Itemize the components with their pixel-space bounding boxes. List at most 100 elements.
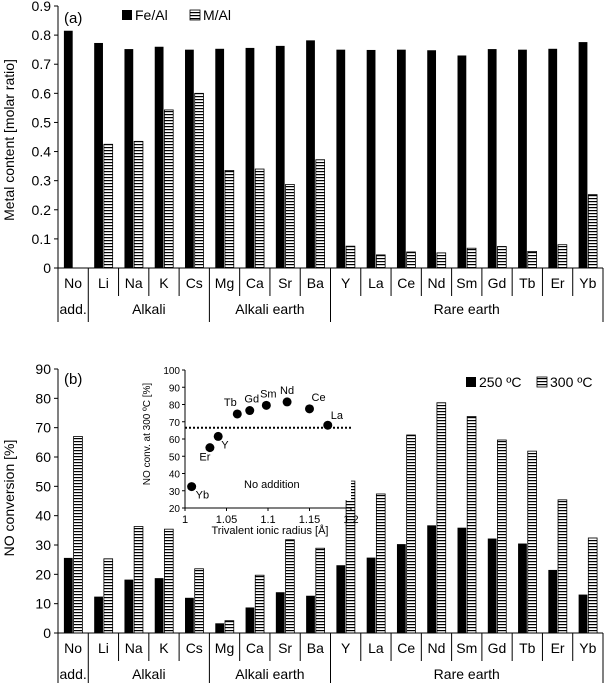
inset-x-tick-label: 1.1 [260, 514, 275, 526]
panel-a-bar-fe-al-yb [578, 42, 588, 268]
inset-y-tick-label: 100 [163, 366, 180, 377]
legend-250c-label: 250 ºC [479, 374, 521, 390]
panel-b-bar-250-c-ce [396, 544, 406, 633]
panel-a-y-tick-label: 0.4 [32, 144, 52, 160]
inset-point-label-yb: Yb [196, 490, 209, 502]
panel-b-category-label-cs: Cs [186, 640, 203, 656]
panel-a-bar-fe-al-y [336, 49, 346, 268]
panel-b-bar-250-c-er [548, 569, 558, 633]
panel-a-bar-m-al-k [164, 109, 174, 269]
panel-a-bar-m-al-ba [315, 159, 325, 269]
panel-b-bar-250-c-y [336, 565, 346, 633]
panel-a-category-label-ce: Ce [397, 275, 415, 291]
panel-a-bar-m-al-sr [285, 184, 295, 269]
inset-point-label-ce: Ce [312, 392, 326, 404]
panel-a-category-label-gd: Gd [488, 275, 507, 291]
panel-a-category-label-nd: Nd [428, 275, 446, 291]
panel-b-category-label-ba: Ba [307, 640, 324, 656]
panel-a-category-label-sm: Sm [456, 275, 477, 291]
panel-b-bar-300-c-na [133, 526, 144, 634]
panel-a-bar-m-al-ce [406, 251, 416, 269]
panel-a-y-tick-label: 0.5 [32, 114, 52, 130]
panel-b-bar-300-c-mg [224, 620, 235, 634]
panel-b-category-label-y: Y [341, 640, 351, 656]
panel-a-bar-m-al-nd [436, 252, 447, 269]
panel-a-legend: Fe/Al M/Al [122, 7, 231, 23]
panel-b-bar-300-c-la [375, 493, 386, 634]
panel-b-category-label-gd: Gd [488, 640, 507, 656]
panel-a-bar-m-al-na [133, 140, 144, 269]
inset-x-tick-label: 1.2 [343, 514, 358, 526]
inset-point-label-tb: Tb [224, 397, 237, 409]
panel-b-bar-250-c-nd [427, 525, 437, 633]
panel-a-bar-fe-al-sr [275, 45, 285, 269]
panel-b-y-tick-label: 80 [35, 390, 51, 406]
panel-a-category-label-ba: Ba [307, 275, 324, 291]
inset-point-label-sm: Sm [260, 388, 277, 400]
panel-b-y-tick-label: 40 [35, 508, 51, 524]
panel-a-category-label-ca: Ca [246, 275, 264, 291]
panel-b-y-tick-label: 30 [35, 537, 51, 553]
panel-b-category-label-li: Li [98, 640, 109, 656]
panel-a-category-label-cs: Cs [186, 275, 203, 291]
inset-reference-label: No addition [244, 479, 300, 491]
panel-a-bar-fe-al-nd [427, 50, 437, 269]
panel-a-bar-fe-al-no [63, 30, 73, 268]
panel-b-label: (b) [64, 371, 82, 388]
panel-b-bar-250-c-yb [578, 594, 588, 633]
panel-b-y-tick-label: 60 [35, 449, 51, 465]
panel-a-category-label-tb: Tb [519, 275, 536, 291]
legend-300c-label: 300 ºC [550, 374, 592, 390]
panel-a-category-label-er: Er [551, 275, 565, 291]
panel-b-bar-250-c-cs [185, 597, 194, 633]
panel-b-y-axis-label: NO conversion [%] [1, 440, 17, 557]
panel-a-group-label-rare-earth: Rare earth [434, 301, 500, 317]
panel-b-bar-250-c-tb [518, 543, 527, 633]
panel-a-bar-fe-al-cs [185, 49, 194, 268]
legend-m-al-swatch [189, 9, 201, 21]
inset-point-label-gd: Gd [244, 394, 259, 406]
panel-a-bar-fe-al-ba [306, 40, 315, 269]
inset-point-label-y: Y [221, 439, 229, 451]
panel-a-bar-fe-al-mg [215, 48, 225, 268]
inset-points: Yb Er Y Tb Gd Sm Nd Ce La [187, 385, 344, 502]
panel-a-bar-m-al-yb [587, 194, 598, 269]
inset-y-tick-label: 80 [169, 401, 181, 412]
panel-b-group-label-rare-earth: Rare earth [434, 666, 500, 682]
panel-a-group-label-alkali-earth: Alkali earth [235, 301, 304, 317]
panel-b-category-label-mg: Mg [215, 640, 234, 656]
panel-b-y-tick-label: 20 [35, 566, 51, 582]
panel-b-bar-250-c-sm [457, 527, 467, 633]
panel-a-bar-fe-al-k [154, 46, 164, 268]
panel-b-y-tick-label: 10 [35, 596, 51, 612]
panel-b-bar-250-c-la [366, 557, 376, 633]
panel-a-category-label-li: Li [98, 275, 109, 291]
panel-b-group-label-add: add. [60, 666, 87, 682]
panel-b-bar-250-c-gd [487, 538, 497, 633]
panel-a-y-tick-label: 0.8 [32, 27, 52, 43]
panel-a-category-label-la: La [368, 275, 384, 291]
panel-b-category-label-nd: Nd [428, 640, 446, 656]
panel-b-bar-300-c-sm [466, 416, 477, 634]
panel-a-group-label-alkali: Alkali [132, 301, 165, 317]
inset-y-tick-label: 70 [169, 418, 181, 429]
panel-b-category-label-sr: Sr [278, 640, 292, 656]
panel-b-bar-300-c-gd [497, 439, 507, 634]
panel-a-bar-fe-al-sm [457, 55, 467, 268]
panel-a-bar-m-al-er [557, 244, 568, 269]
legend-250c-swatch [466, 377, 476, 387]
inset-point-gd [245, 406, 255, 416]
inset-x-tick-label: 1.05 [216, 514, 237, 526]
panel-b-no-conversion-chart: 0 10 20 30 40 50 60 70 80 90 No Li Na K Cs Mg Ca Sr Ba Y La… [1, 361, 604, 683]
inset-point-ce [305, 404, 314, 414]
panel-b-bar-300-c-y [345, 480, 356, 634]
legend-fe-al-label: Fe/Al [135, 7, 168, 23]
panel-b-group-label-alkali-earth: Alkali earth [235, 666, 304, 682]
panel-a-group-label-add: add. [60, 301, 87, 317]
panel-b-category-label-la: La [368, 640, 384, 656]
inset-point-la [323, 420, 333, 430]
panel-a-category-label-mg: Mg [215, 275, 234, 291]
panel-a-category-label-y: Y [341, 275, 351, 291]
